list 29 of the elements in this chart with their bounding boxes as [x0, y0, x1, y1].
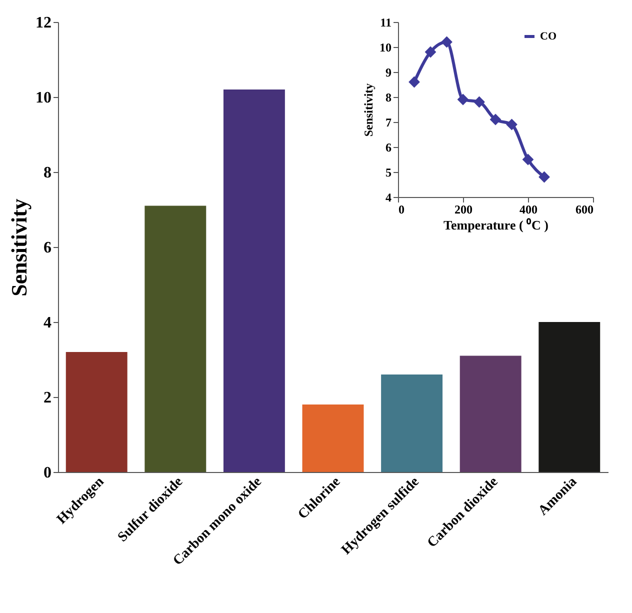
y-tick-label: 10	[36, 90, 52, 106]
y-tick-label: 8	[44, 164, 52, 182]
bar	[538, 322, 600, 472]
y-tick-label: 9	[386, 66, 392, 80]
y-tick-label: 6	[44, 240, 52, 256]
y-tick-label: 4	[44, 314, 52, 332]
bar	[460, 356, 522, 472]
y-tick-label: 5	[386, 166, 392, 180]
y-tick-label: 8	[386, 90, 392, 104]
y-tick-label: 6	[386, 140, 392, 154]
x-axis-title: Temperature ( ⁰C )	[443, 218, 549, 232]
bar	[223, 90, 285, 472]
y-tick-label: 11	[380, 16, 392, 30]
y-tick-label: 4	[386, 190, 392, 204]
y-tick-label: 7	[386, 116, 392, 130]
y-tick-label: 12	[36, 14, 52, 32]
x-tick-label: 0	[398, 202, 404, 216]
x-tick-label: 600	[576, 202, 594, 216]
y-axis-title: Sensitivity	[362, 83, 376, 137]
y-tick-label: 10	[380, 40, 392, 54]
bar	[302, 404, 364, 472]
bar	[66, 352, 128, 472]
y-tick-label: 2	[44, 390, 52, 406]
bar	[144, 206, 206, 472]
legend-label: CO	[540, 30, 557, 42]
x-tick-label: 400	[520, 202, 538, 216]
x-tick-label: 200	[454, 202, 472, 216]
y-axis-title: Sensitivity	[6, 198, 32, 296]
bar	[381, 374, 443, 472]
